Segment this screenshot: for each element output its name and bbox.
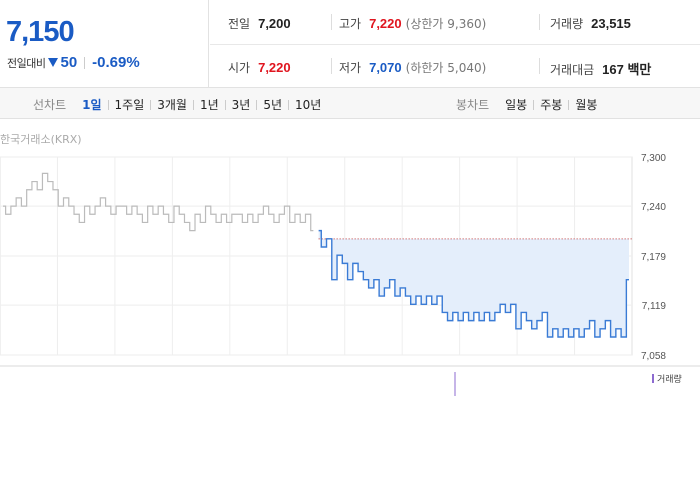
line-tab-5[interactable]: 5년	[263, 98, 283, 112]
line-tab-4[interactable]: 3년	[231, 98, 251, 112]
down-triangle-icon	[48, 58, 59, 67]
divider	[539, 58, 540, 74]
series-line-today	[318, 229, 629, 338]
stat-value: 23,515	[591, 16, 631, 31]
volume-swatch	[652, 374, 654, 383]
tab-divider	[288, 99, 290, 110]
stat-volume: 거래량 23,515	[550, 15, 631, 32]
stat-value: 7,220	[258, 60, 291, 75]
candle-tab-1[interactable]: 주봉	[540, 98, 563, 112]
y-tick-label: 7,058	[641, 351, 666, 362]
line-tab-0[interactable]: 1일	[82, 98, 102, 112]
lower-limit: (하한가 5,040)	[405, 61, 487, 75]
stat-label: 거래량	[550, 17, 584, 31]
line-tab-6[interactable]: 10년	[295, 98, 322, 112]
line-tab-2[interactable]: 3개월	[157, 98, 187, 112]
change-percent: -0.69%	[92, 54, 140, 71]
stat-prev-close: 전일 7,200	[228, 15, 291, 32]
stat-label: 거래대금	[550, 63, 595, 77]
divider	[539, 14, 540, 30]
stat-high: 고가 7,220 (상한가 9,360)	[339, 15, 486, 32]
stat-label: 전일	[228, 17, 251, 31]
line-chart-title: 선차트	[33, 98, 67, 112]
candle-tab-2[interactable]: 월봉	[575, 98, 598, 112]
tab-divider	[150, 99, 152, 110]
tab-divider	[256, 99, 258, 110]
quote-summary: 7,150 전일대비 50 -0.69% 전일 7,200 고가 7,220 (…	[0, 0, 700, 88]
series-line-previous	[3, 172, 314, 232]
tab-divider	[533, 99, 535, 110]
price-box: 7,150 전일대비 50 -0.69%	[0, 0, 209, 88]
stat-value: 7,220	[369, 16, 402, 31]
candle-tab-0[interactable]: 일봉	[505, 98, 528, 112]
stat-label: 시가	[228, 61, 251, 75]
chart-source: 한국거래소(KRX)	[0, 133, 82, 146]
current-price: 7,150	[6, 16, 75, 48]
stat-value: 7,070	[369, 60, 402, 75]
stat-value: 167 백만	[602, 62, 652, 77]
upper-limit: (상한가 9,360)	[405, 17, 487, 31]
area-fill	[318, 230, 629, 337]
candle-chart-tabs: 봉차트 일봉 주봉 월봉	[456, 96, 603, 113]
divider	[331, 14, 332, 30]
y-tick-label: 7,119	[642, 301, 667, 312]
tab-divider	[107, 99, 109, 110]
divider	[331, 58, 332, 74]
y-tick-label: 7,179	[641, 252, 666, 263]
change-label: 전일대비	[7, 56, 46, 70]
tab-divider	[192, 99, 194, 110]
tab-divider	[568, 99, 570, 110]
y-tick-label: 7,300	[641, 153, 666, 164]
candle-chart-title: 봉차트	[456, 98, 490, 112]
line-tab-3[interactable]: 1년	[199, 98, 219, 112]
stat-amount: 거래대금 167 백만	[550, 59, 651, 78]
stat-label: 저가	[339, 61, 362, 75]
divider	[210, 44, 700, 45]
divider	[84, 56, 86, 69]
stat-low: 저가 7,070 (하한가 5,040)	[339, 59, 486, 76]
tab-divider	[224, 99, 226, 110]
chart-tabs: 선차트 1일 1주일 3개월 1년 3년 5년 10년 봉차트 일봉 주봉 월봉	[0, 88, 700, 119]
change-value: 50	[60, 54, 78, 71]
stat-value: 7,200	[258, 16, 291, 31]
line-chart-tabs: 선차트 1일 1주일 3개월 1년 3년 5년 10년	[33, 96, 327, 113]
volume-legend-label: 거래량	[657, 375, 682, 385]
line-tab-1[interactable]: 1주일	[114, 98, 145, 112]
volume-legend: 거래량	[652, 372, 682, 385]
y-tick-label: 7,240	[641, 202, 666, 213]
change-row: 전일대비 50 -0.69%	[7, 54, 140, 71]
price-chart: 7,300 7,240 7,179 7,119 7,058	[0, 153, 700, 396]
stat-label: 고가	[339, 17, 362, 31]
stat-open: 시가 7,220	[228, 59, 291, 76]
